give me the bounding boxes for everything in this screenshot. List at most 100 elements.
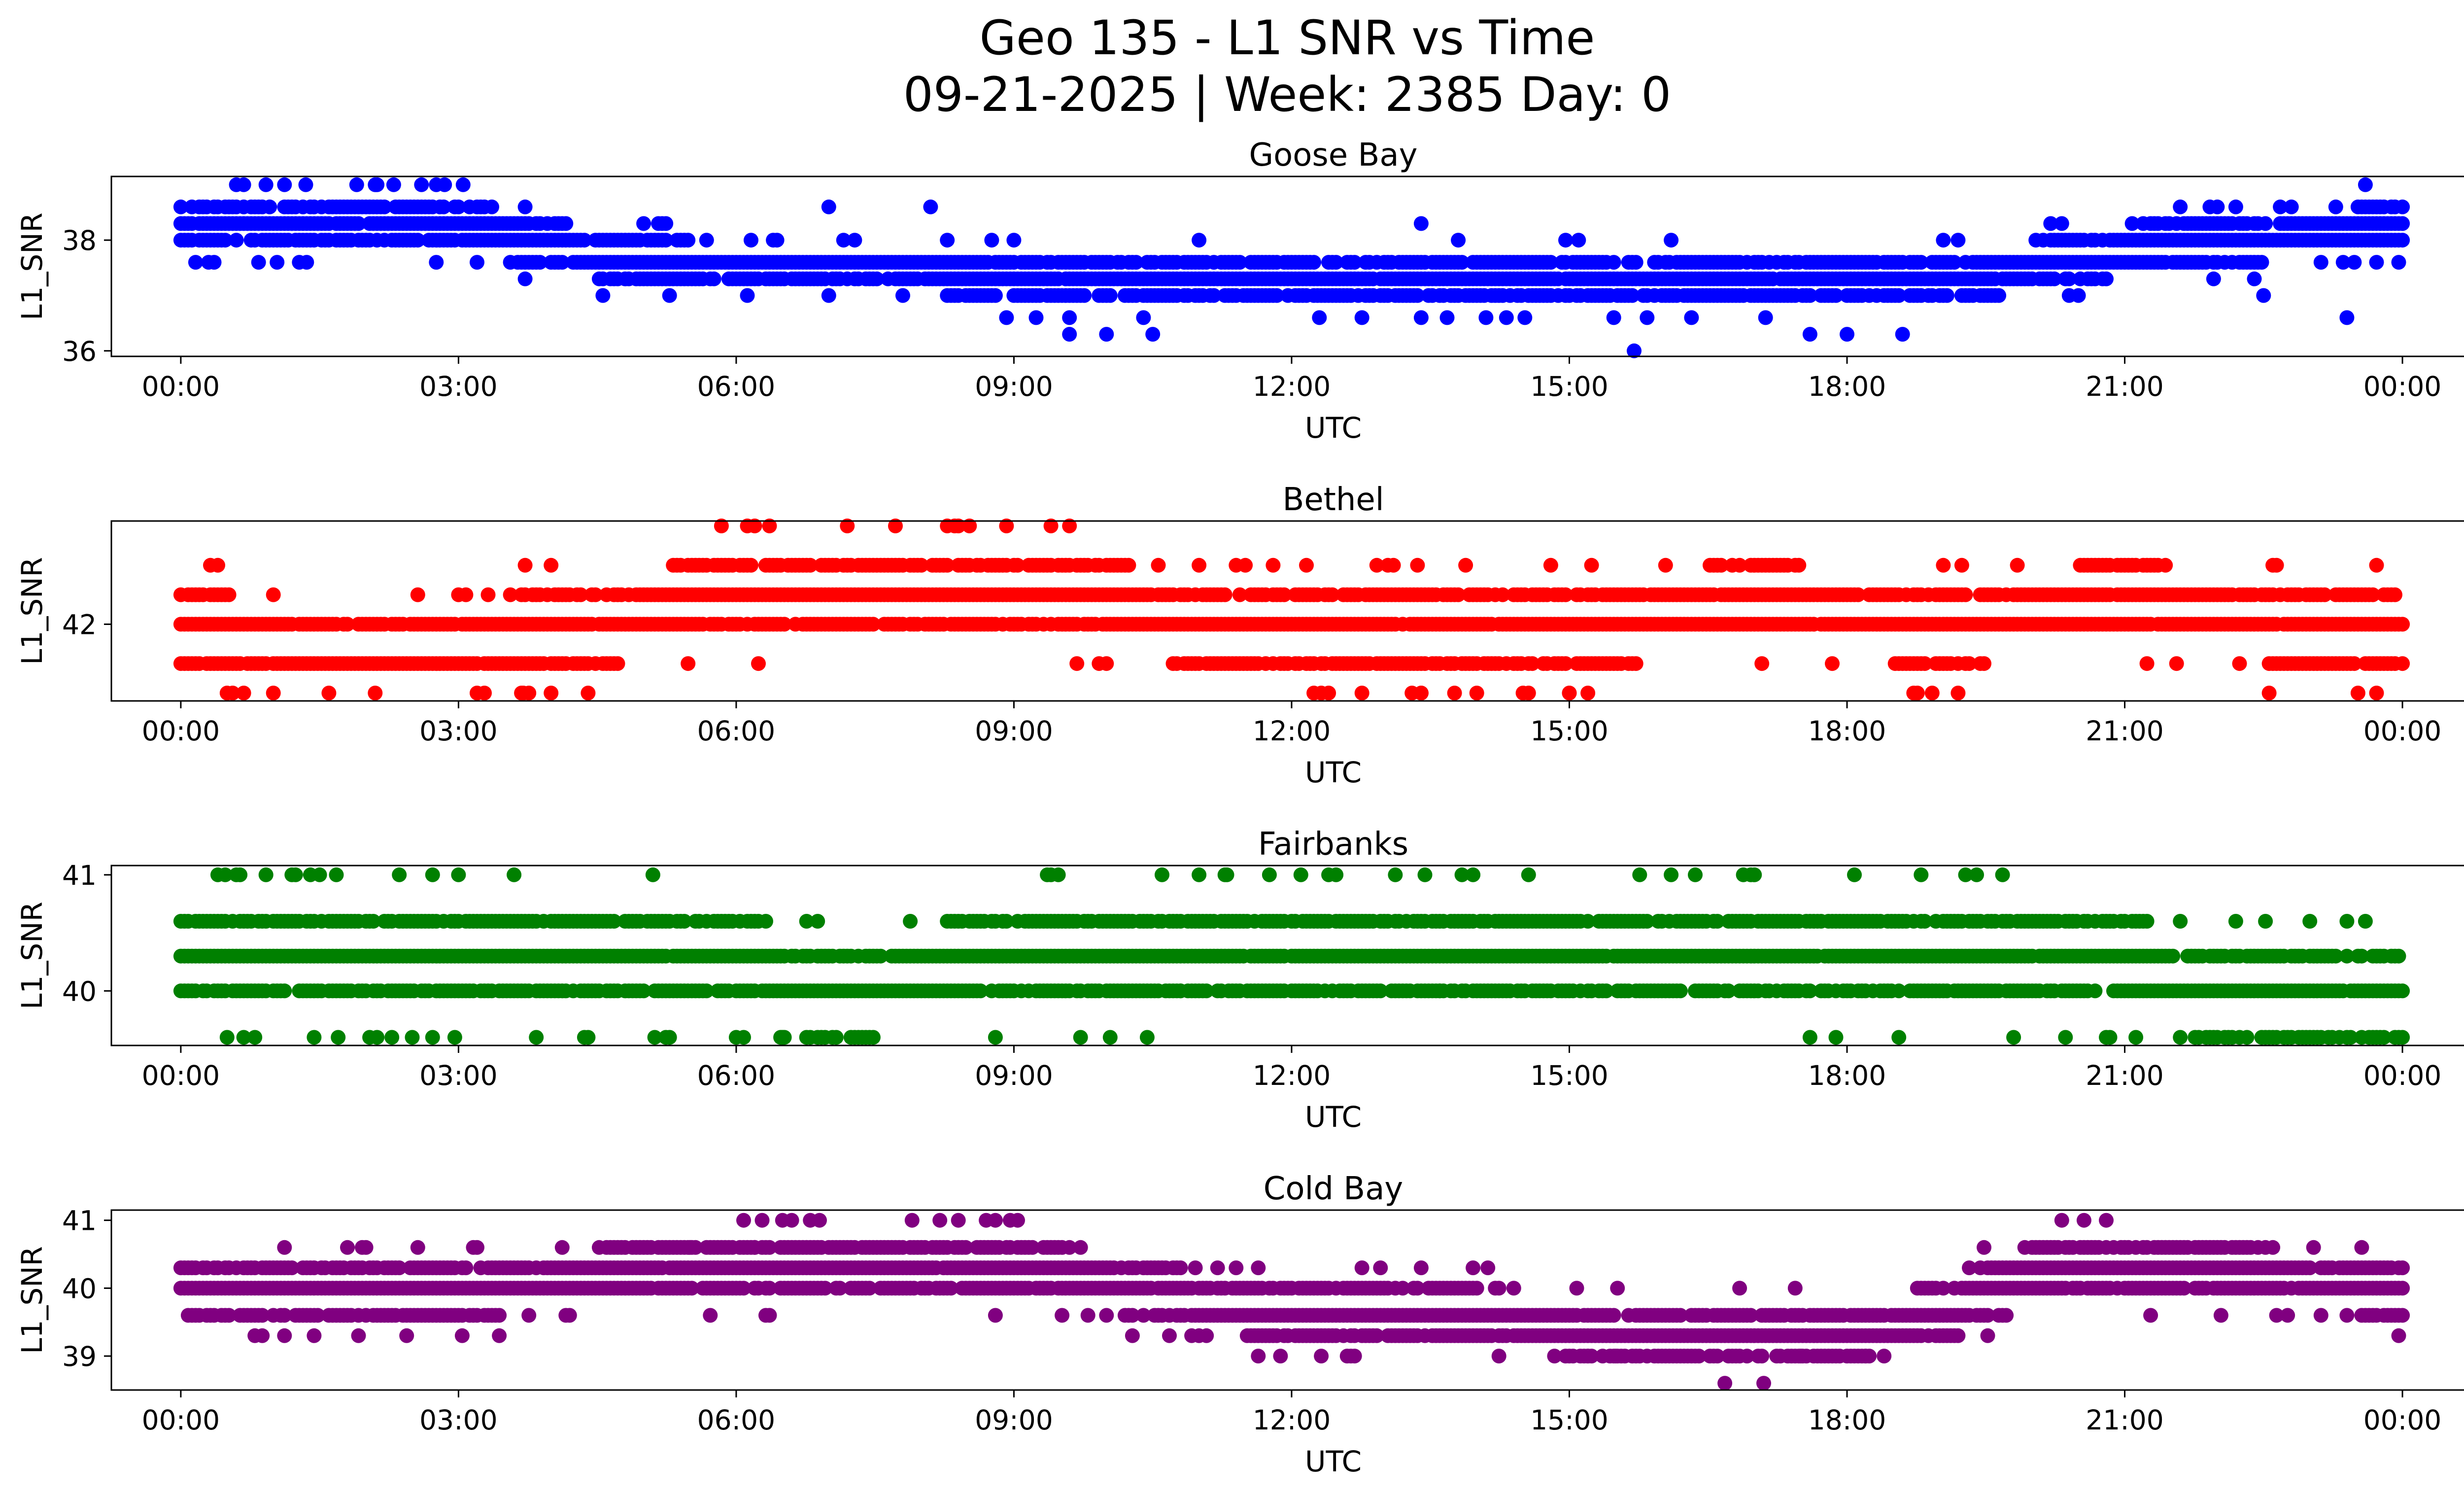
data-point [1388, 867, 1403, 882]
data-point [1673, 983, 1688, 999]
data-point [266, 587, 281, 602]
data-point [1347, 255, 1362, 270]
data-point [1028, 310, 1044, 325]
data-point [2165, 948, 2181, 964]
x-tick-label: 00:00 [2363, 715, 2442, 747]
data-point [1354, 686, 1369, 700]
data-point [988, 1030, 1003, 1045]
data-point [1478, 310, 1494, 325]
data-point [1658, 557, 1673, 573]
data-point [681, 233, 696, 248]
figure-title-line2: 09-21-2025 | Week: 2385 Day: 0 [903, 67, 1672, 123]
data-point [1192, 867, 1207, 882]
data-point [1558, 233, 1573, 248]
data-point [1217, 587, 1232, 602]
data-point [307, 1328, 322, 1343]
data-point [1155, 867, 1169, 882]
data-point [658, 216, 674, 231]
x-tick-label: 06:00 [697, 371, 776, 402]
data-point [1758, 310, 1773, 325]
data-point [1262, 867, 1277, 882]
data-point [1321, 686, 1336, 700]
data-point [2347, 255, 2362, 270]
data-point [1219, 867, 1234, 882]
x-tick-label: 00:00 [142, 1060, 220, 1091]
data-point [847, 233, 862, 248]
data-point [454, 1328, 470, 1343]
data-point [1840, 327, 1854, 342]
data-point [1515, 686, 1531, 700]
data-point [2043, 216, 2058, 231]
data-point [1232, 255, 1247, 270]
x-tick-label: 09:00 [975, 371, 1053, 402]
data-point [1632, 867, 1647, 882]
data-point [2173, 199, 2188, 214]
y-axis-label: L1_SNR [15, 557, 49, 665]
data-point [1395, 983, 1410, 999]
data-point [869, 271, 885, 286]
data-point [351, 216, 366, 231]
data-point [384, 1030, 400, 1045]
data-point [645, 867, 660, 882]
x-tick-label: 09:00 [975, 715, 1053, 747]
y-axis-label: L1_SNR [15, 212, 49, 320]
data-point [507, 867, 522, 882]
data-point [940, 233, 955, 248]
data-point [2158, 557, 2173, 573]
data-point [1466, 867, 1481, 882]
data-point [1439, 310, 1455, 325]
scatter-series [173, 519, 2410, 700]
data-point [2228, 914, 2243, 929]
x-tick-label: 09:00 [975, 1060, 1053, 1091]
axes-frame [110, 520, 2464, 702]
data-point [2006, 1030, 2021, 1045]
data-point [810, 914, 825, 929]
data-point [1825, 656, 1840, 671]
x-tick-label: 00:00 [2363, 1060, 2442, 1091]
x-axis-label: UTC [1305, 756, 1362, 789]
data-point [1192, 233, 1207, 248]
data-point [277, 177, 292, 192]
data-point [1062, 310, 1077, 325]
data-point [368, 177, 383, 192]
data-point [2210, 199, 2225, 214]
data-point [1413, 310, 1429, 325]
data-point [1051, 867, 1066, 882]
data-point [2258, 914, 2273, 929]
data-point [1571, 233, 1586, 248]
data-point [1847, 867, 1862, 882]
data-point [1914, 867, 1929, 882]
data-point [1136, 310, 1151, 325]
data-point [1747, 867, 1762, 882]
x-tick-label: 06:00 [697, 715, 776, 747]
x-tick-label: 06:00 [697, 1060, 776, 1091]
data-point [2302, 914, 2318, 929]
data-point [2206, 271, 2221, 286]
data-point [1936, 557, 1951, 573]
data-point [558, 216, 574, 231]
data-point [1417, 867, 1433, 882]
data-point [270, 255, 285, 270]
data-point [895, 288, 910, 303]
data-point [277, 1240, 292, 1255]
data-point [517, 557, 533, 573]
data-point [1139, 1030, 1155, 1045]
data-point [370, 1030, 385, 1045]
data-point [2010, 557, 2025, 573]
data-point [2313, 255, 2328, 270]
data-point [2358, 177, 2373, 192]
data-point [1688, 867, 1703, 882]
x-tick-label: 18:00 [1808, 1060, 1886, 1091]
data-point [1543, 255, 1558, 270]
data-point [2388, 587, 2402, 602]
data-point [821, 199, 836, 214]
y-tick-label: 36 [62, 336, 97, 367]
data-point [392, 867, 407, 882]
x-tick-label: 21:00 [2086, 715, 2164, 747]
data-point [517, 199, 533, 214]
data-point [2071, 288, 2086, 303]
data-point [229, 177, 244, 192]
data-point [277, 1328, 292, 1343]
data-point [262, 199, 277, 214]
